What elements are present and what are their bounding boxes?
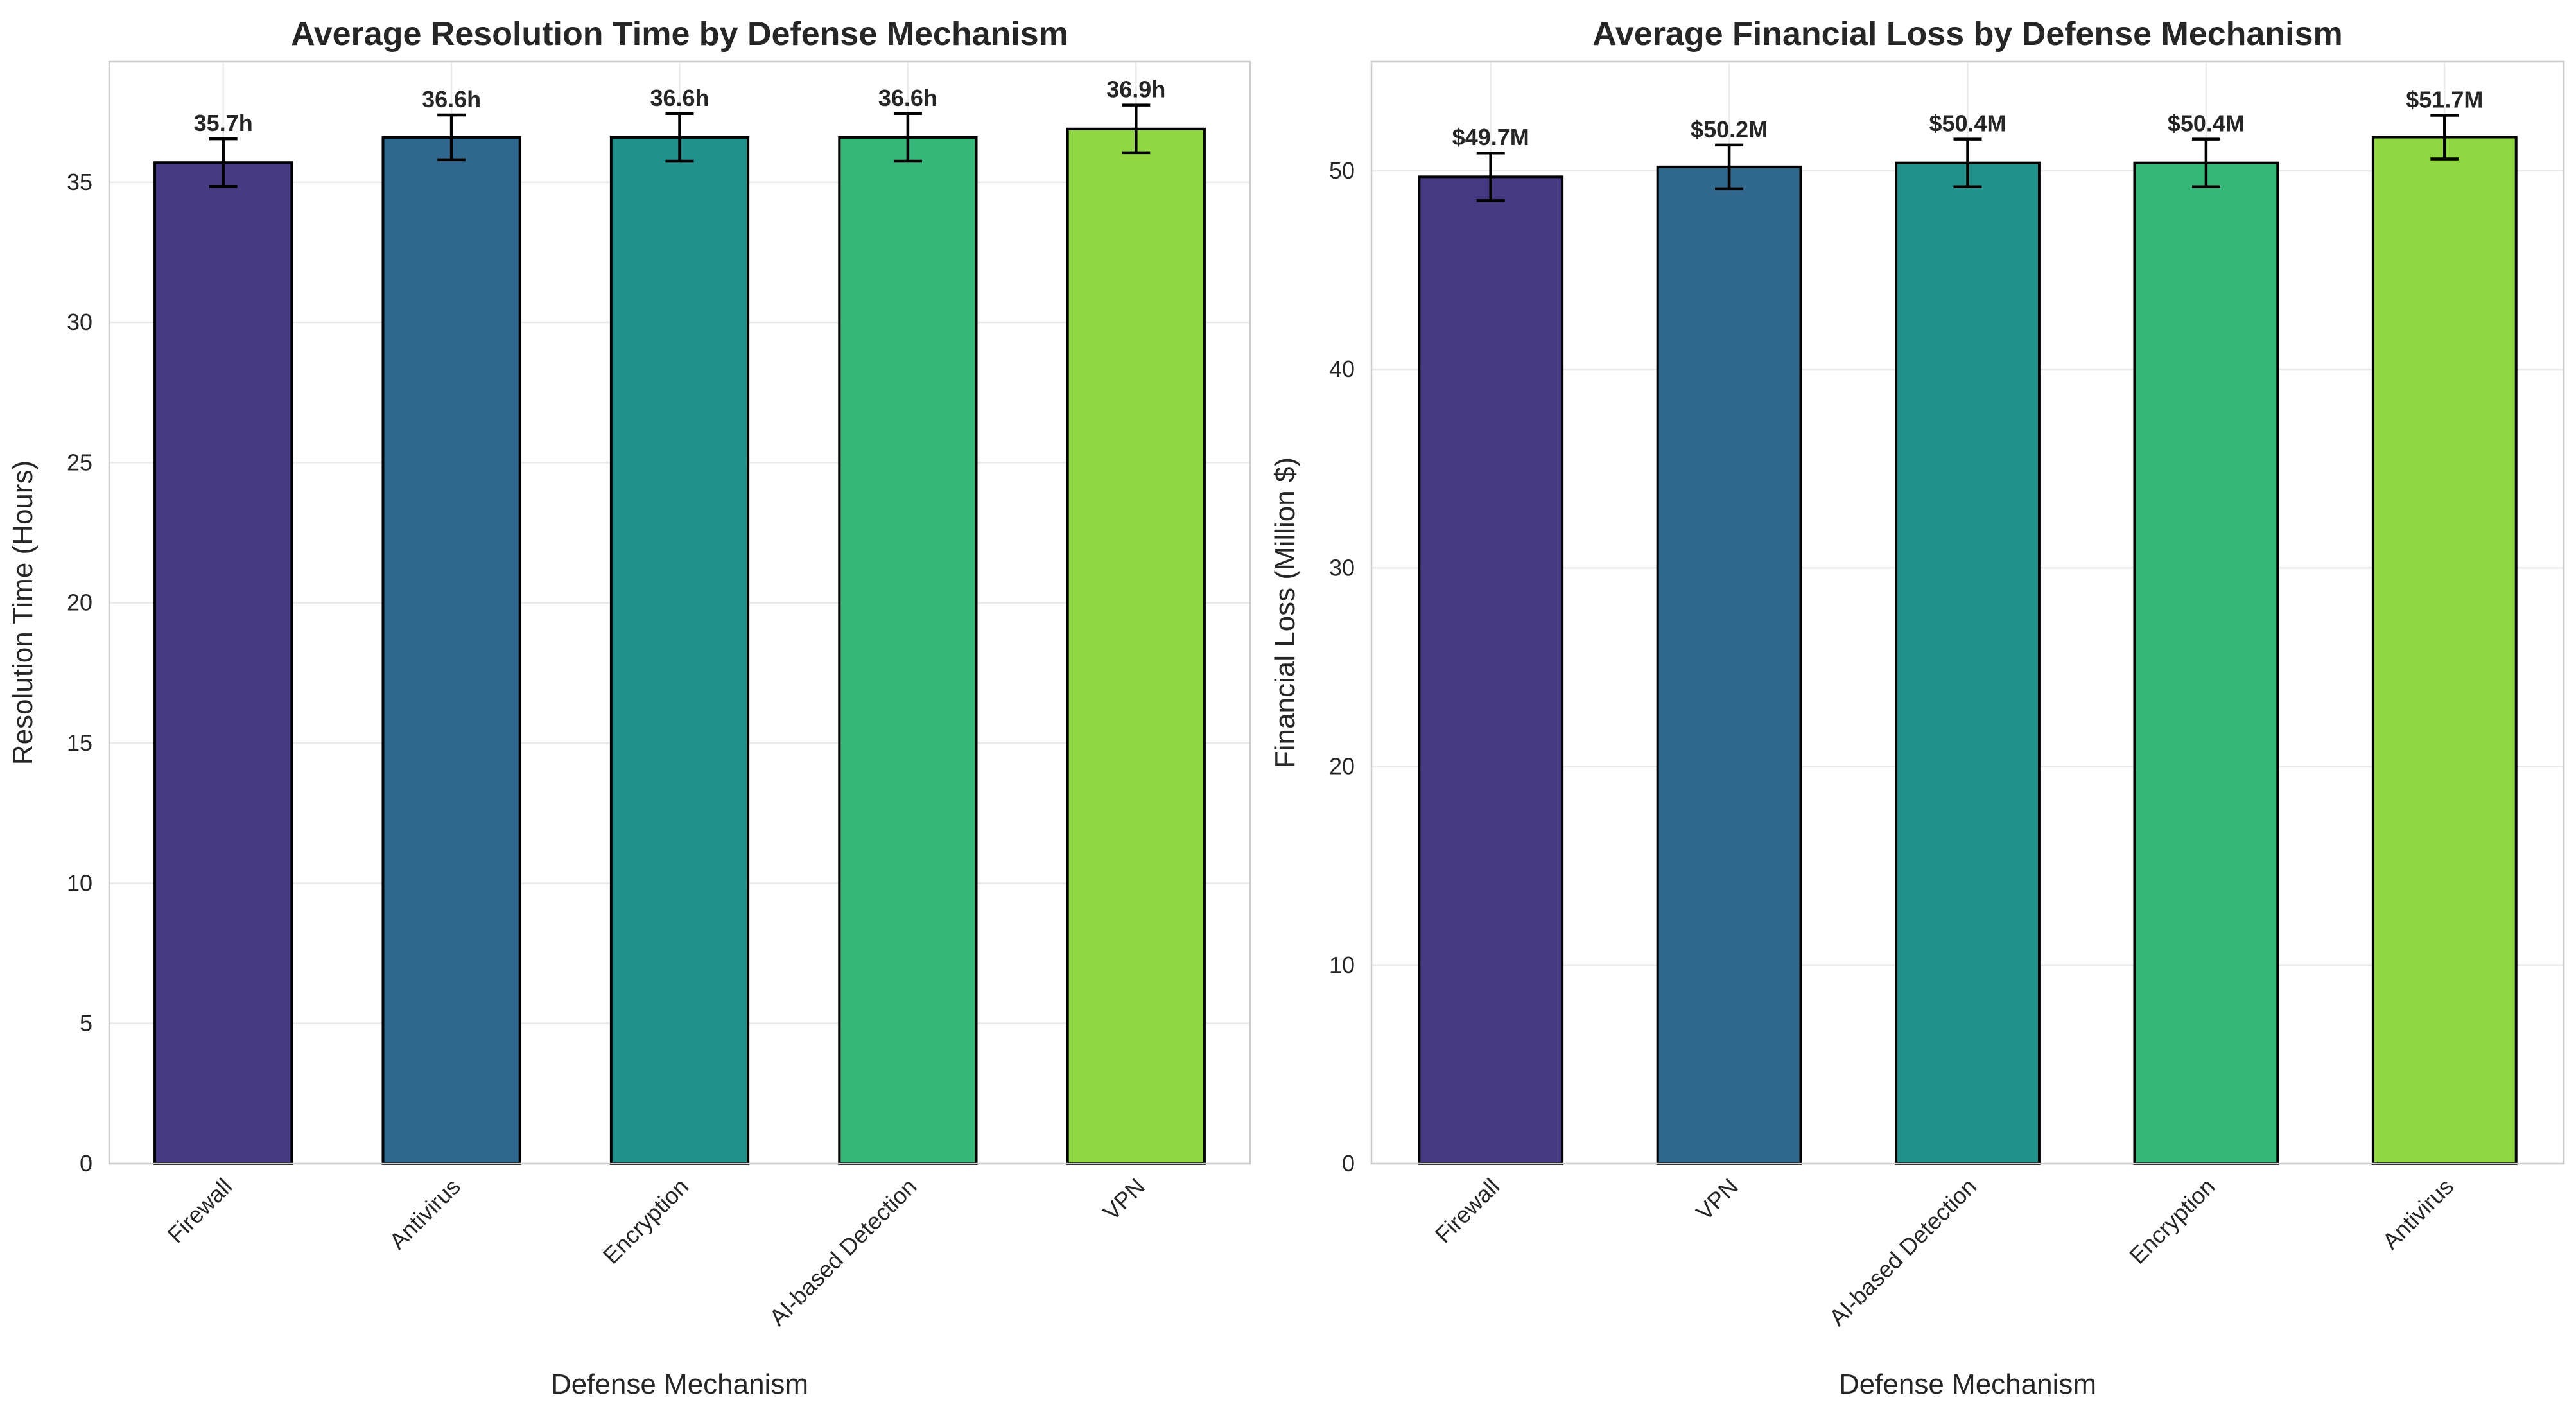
data-label: $50.4M bbox=[1929, 110, 2006, 137]
bar bbox=[2371, 136, 2518, 1165]
bar bbox=[1066, 127, 1206, 1165]
y-tick-label: 5 bbox=[80, 1010, 92, 1037]
error-bar bbox=[893, 112, 922, 163]
error-bar bbox=[665, 112, 694, 163]
x-tick-label: AI-based Detection bbox=[1824, 1173, 1981, 1331]
data-label: 36.6h bbox=[422, 86, 481, 112]
x-tick-label: Encryption bbox=[598, 1173, 693, 1269]
bar bbox=[838, 136, 978, 1165]
y-tick-label: 0 bbox=[80, 1150, 92, 1177]
error-bar bbox=[437, 113, 466, 162]
y-tick-label: 25 bbox=[67, 449, 92, 475]
x-tick-label: Firewall bbox=[162, 1173, 238, 1248]
bar bbox=[2133, 161, 2279, 1165]
bar bbox=[381, 136, 521, 1165]
bar bbox=[1895, 161, 2041, 1165]
y-tick-label: 0 bbox=[1342, 1150, 1355, 1177]
bar bbox=[153, 161, 293, 1166]
x-tick-label: Firewall bbox=[1430, 1173, 1505, 1248]
y-tick-label: 15 bbox=[67, 730, 92, 756]
y-tick-label: 35 bbox=[67, 169, 92, 195]
financial-loss-chart: $49.7M $50.2M $50.4M $50.4M $51.7M 0 10 20 30 40 5… bbox=[1269, 15, 2565, 1400]
plot-frame bbox=[1370, 60, 2565, 1165]
error-bar bbox=[2430, 114, 2459, 161]
x-tick-label: Antivirus bbox=[2377, 1173, 2459, 1255]
data-label: $50.2M bbox=[1691, 116, 1768, 143]
x-tick-label: AI-based Detection bbox=[764, 1173, 921, 1331]
data-label: $50.4M bbox=[2168, 110, 2245, 137]
error-bar bbox=[1715, 143, 1744, 191]
plot-frame bbox=[108, 60, 1251, 1165]
resolution-time-chart: 35.7h 36.6h 36.6h 36.6h 36.9h 0 5 10 15 20 25 30 35 F… bbox=[7, 15, 1251, 1400]
chart-title: Average Financial Loss by Defense Mechan… bbox=[1592, 15, 2343, 53]
y-tick-label: 50 bbox=[1329, 157, 1355, 184]
y-tick-label: 30 bbox=[1329, 554, 1355, 581]
error-bar bbox=[209, 137, 238, 188]
data-label: 35.7h bbox=[194, 110, 253, 136]
bar bbox=[1656, 165, 1802, 1166]
y-tick-label: 10 bbox=[67, 870, 92, 896]
y-axis-label: Resolution Time (Hours) bbox=[7, 460, 39, 765]
y-axis-label: Financial Loss (Million $) bbox=[1269, 457, 1301, 768]
y-tick-label: 30 bbox=[67, 309, 92, 335]
error-bar bbox=[2191, 137, 2220, 189]
data-label: 36.6h bbox=[650, 85, 709, 111]
chart-title: Average Resolution Time by Defense Mecha… bbox=[291, 15, 1068, 53]
bar bbox=[609, 136, 750, 1165]
y-tick-label: 20 bbox=[67, 590, 92, 616]
data-label: $49.7M bbox=[1452, 124, 1529, 150]
y-tick-label: 40 bbox=[1329, 356, 1355, 382]
bar bbox=[1418, 175, 1564, 1166]
y-tick-label: 20 bbox=[1329, 753, 1355, 780]
data-label: $51.7M bbox=[2406, 86, 2483, 112]
error-bar bbox=[1953, 137, 1982, 189]
data-label: 36.9h bbox=[1106, 76, 1165, 103]
error-bar bbox=[1476, 151, 1505, 202]
x-axis-label: Defense Mechanism bbox=[551, 1369, 808, 1400]
y-tick-label: 10 bbox=[1329, 952, 1355, 978]
x-tick-label: VPN bbox=[1691, 1173, 1743, 1225]
x-tick-label: Encryption bbox=[2124, 1173, 2220, 1269]
error-bar bbox=[1122, 103, 1151, 155]
x-tick-label: Antivirus bbox=[384, 1173, 466, 1255]
x-axis-label: Defense Mechanism bbox=[1839, 1369, 2096, 1400]
data-label: 36.6h bbox=[878, 85, 937, 111]
x-tick-label: VPN bbox=[1098, 1173, 1150, 1225]
